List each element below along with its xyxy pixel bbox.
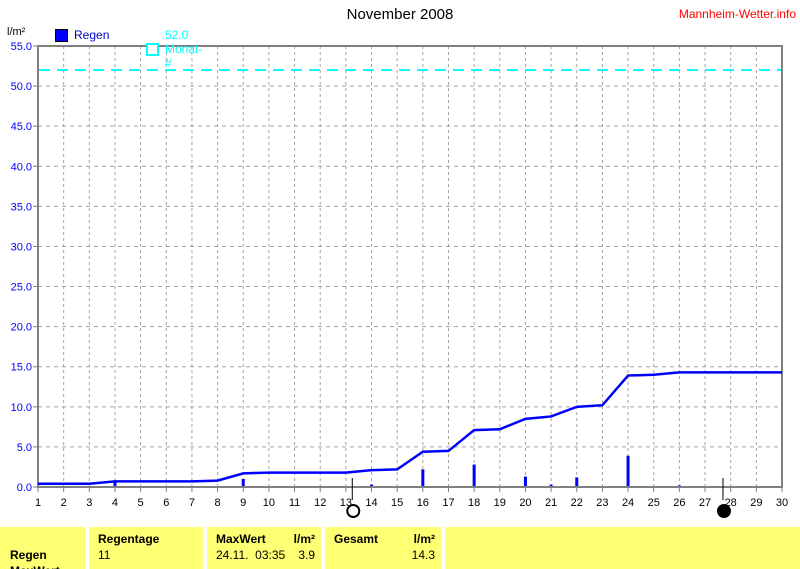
x-tick-label: 21	[545, 497, 557, 509]
legend-item-rain: Regen	[55, 28, 109, 42]
legend-item-monthly-average: 52.0 Monat-#	[146, 28, 202, 70]
x-tick-label: 20	[519, 497, 531, 509]
y-axis-unit-label: l/m²	[7, 26, 26, 38]
summary-col-maxwert: MaxWert l/m² 24.11. 03:35 3.9	[207, 527, 321, 569]
y-tick-label: 45.0	[11, 121, 32, 133]
x-tick-label: 27	[699, 497, 711, 509]
plot-border	[37, 45, 783, 488]
summary-row-labels: Regen MaxWert	[0, 527, 85, 569]
maxwert-date: 24.11. 03:35	[216, 548, 286, 562]
x-tick-label: 15	[391, 497, 403, 509]
x-tick-label: 18	[468, 497, 480, 509]
full-moon-icon	[346, 504, 361, 518]
y-tick-label: 25.0	[11, 282, 32, 294]
x-tick-label: 12	[314, 497, 326, 509]
x-tick-label: 5	[138, 497, 144, 509]
x-tick-label: 4	[112, 497, 118, 509]
page-title: November 2008	[346, 6, 454, 23]
x-tick-label: 17	[442, 497, 454, 509]
y-tick-label: 5.0	[17, 442, 32, 454]
y-tick-label: 0.0	[17, 482, 32, 494]
summary-col-gesamt: Gesamt l/m² 14.3	[325, 527, 441, 569]
x-tick-label: 24	[622, 497, 634, 509]
x-tick-label: 2	[61, 497, 67, 509]
x-tick-label: 19	[494, 497, 506, 509]
gesamt-unit: l/m²	[413, 532, 435, 546]
gesamt-value: 14.3	[411, 548, 435, 562]
x-tick-label: 26	[673, 497, 685, 509]
legend-rain-label: Regen	[74, 28, 110, 42]
x-tick-label: 16	[417, 497, 429, 509]
rain-chart-svg: 0.0 5.0 10.0 15.0 20.0 25.0 30.0 35.0 40.0 45.0 50…	[11, 41, 788, 518]
x-tick-label: 14	[365, 497, 377, 509]
regentage-value: 11	[98, 548, 111, 562]
rain-chart: 0.0 5.0 10.0 15.0 20.0 25.0 30.0 35.0 40.0 45.0 50…	[11, 41, 788, 518]
x-tick-label: 7	[189, 497, 195, 509]
maxwert-value: 3.9	[298, 548, 315, 562]
new-moon-icon	[716, 504, 731, 518]
legend-monthly-label: 52.0 Monat-#	[165, 28, 203, 70]
x-tick-label: 10	[263, 497, 275, 509]
maxwert-unit: l/m²	[293, 532, 315, 546]
y-tick-label: 15.0	[11, 362, 32, 374]
y-tick-label: 10.0	[11, 402, 32, 414]
x-tick-label: 11	[289, 497, 300, 509]
maxwert-header: MaxWert	[216, 532, 266, 546]
x-tick-label: 25	[648, 497, 660, 509]
rain-swatch-icon	[55, 28, 68, 42]
y-tick-label: 40.0	[11, 161, 32, 173]
x-tick-label: 22	[571, 497, 583, 509]
x-tick-label: 8	[215, 497, 221, 509]
y-tick-label: 50.0	[11, 81, 32, 93]
x-tick-label: 9	[240, 497, 246, 509]
x-tick-label: 1	[35, 497, 41, 509]
y-tick-label: 20.0	[11, 322, 32, 334]
y-tick-label: 30.0	[11, 241, 32, 253]
x-tick-label: 29	[750, 497, 762, 509]
x-tick-label: 6	[163, 497, 169, 509]
gesamt-header: Gesamt	[334, 532, 379, 546]
y-tick-label: 55.0	[11, 41, 32, 53]
summary-col-empty	[445, 527, 800, 569]
x-tick-label: 3	[86, 497, 92, 509]
y-tick-label: 35.0	[11, 201, 32, 213]
monthly-average-swatch-icon	[146, 42, 159, 56]
spacer	[10, 531, 79, 547]
x-tick-label: 23	[596, 497, 608, 509]
cumulative-rain-line	[38, 371, 782, 486]
row-label-maxwert: MaxWert	[10, 563, 79, 569]
summary-col-regentage: Regentage 11	[89, 527, 203, 569]
regentage-header: Regentage	[98, 532, 160, 546]
x-tick-label: 30	[776, 497, 788, 509]
site-link[interactable]: Mannheim-Wetter.info	[678, 7, 796, 21]
summary-table: Regen MaxWert Regentage 11 MaxWert l/m² …	[0, 527, 800, 569]
row-label-regen: Regen	[10, 548, 47, 562]
